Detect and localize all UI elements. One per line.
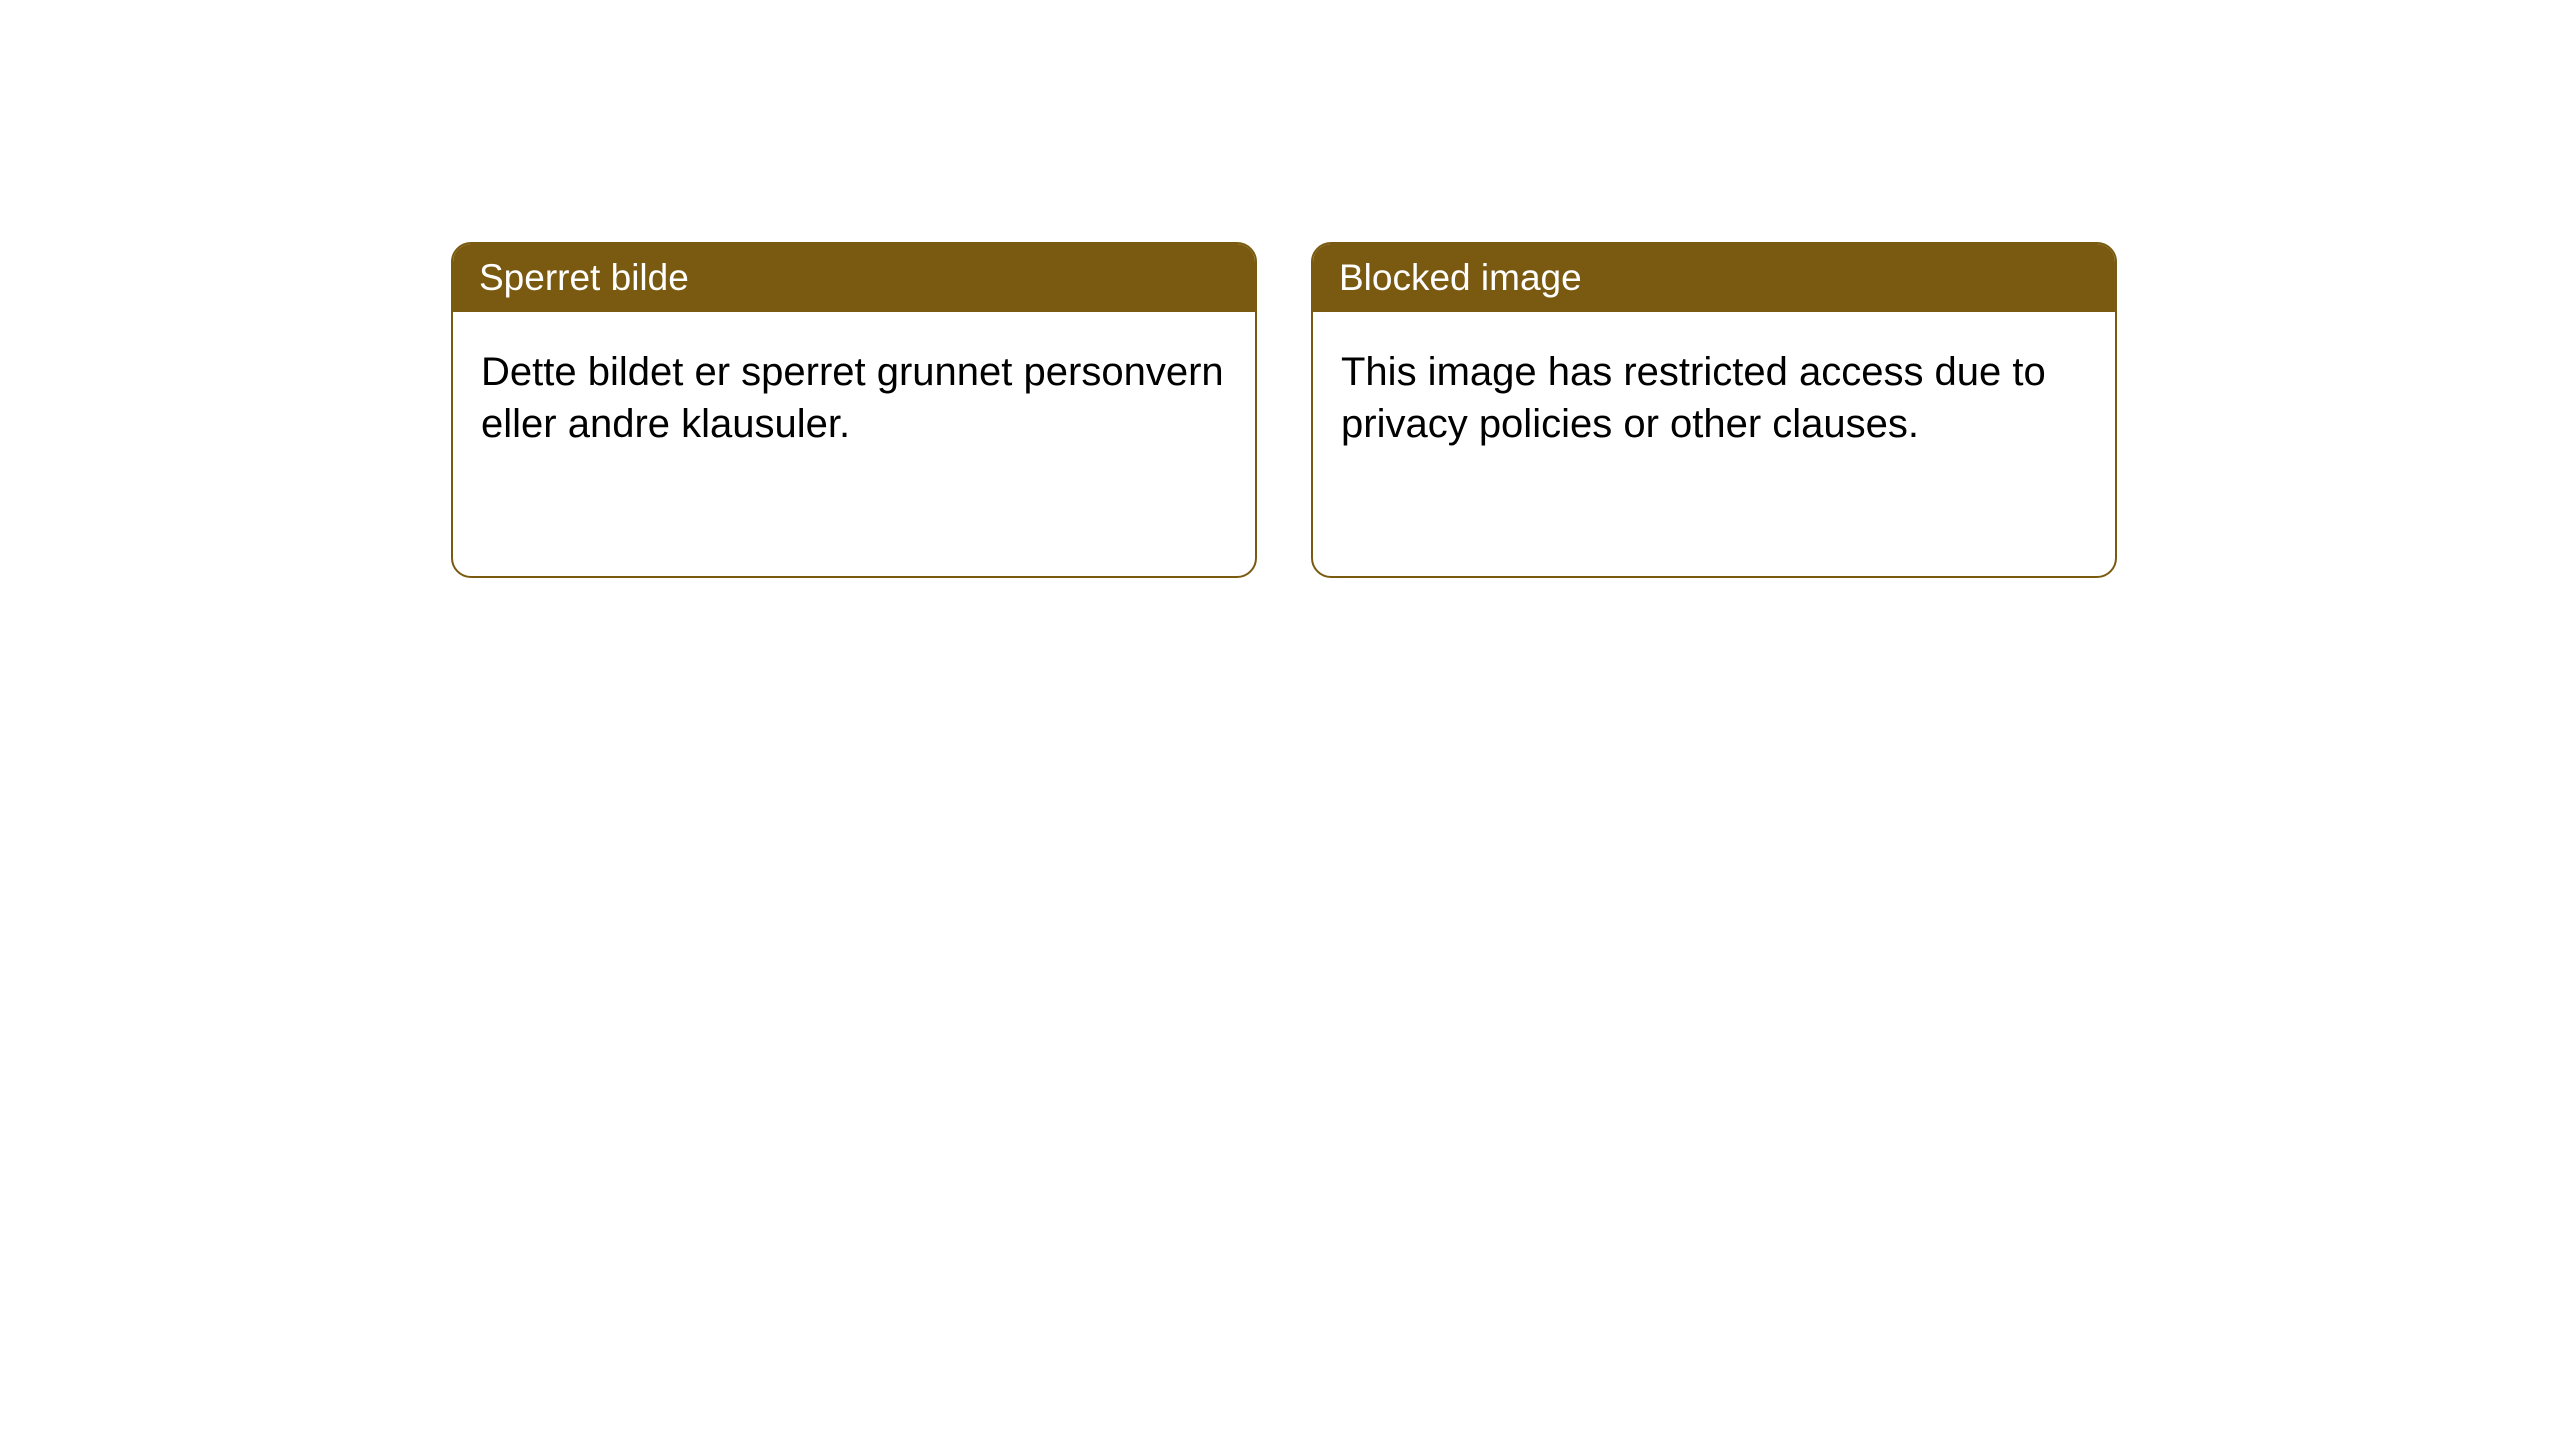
- notice-card-header: Blocked image: [1313, 244, 2115, 312]
- notice-card-header: Sperret bilde: [453, 244, 1255, 312]
- notice-card-body: Dette bildet er sperret grunnet personve…: [453, 312, 1255, 484]
- notice-card-body: This image has restricted access due to …: [1313, 312, 2115, 484]
- notice-card-title: Sperret bilde: [479, 257, 689, 298]
- notice-card-body-text: This image has restricted access due to …: [1341, 350, 2046, 446]
- notice-cards-container: Sperret bilde Dette bildet er sperret gr…: [0, 0, 2560, 578]
- notice-card-title: Blocked image: [1339, 257, 1582, 298]
- notice-card-norwegian: Sperret bilde Dette bildet er sperret gr…: [451, 242, 1257, 578]
- notice-card-english: Blocked image This image has restricted …: [1311, 242, 2117, 578]
- notice-card-body-text: Dette bildet er sperret grunnet personve…: [481, 350, 1224, 446]
